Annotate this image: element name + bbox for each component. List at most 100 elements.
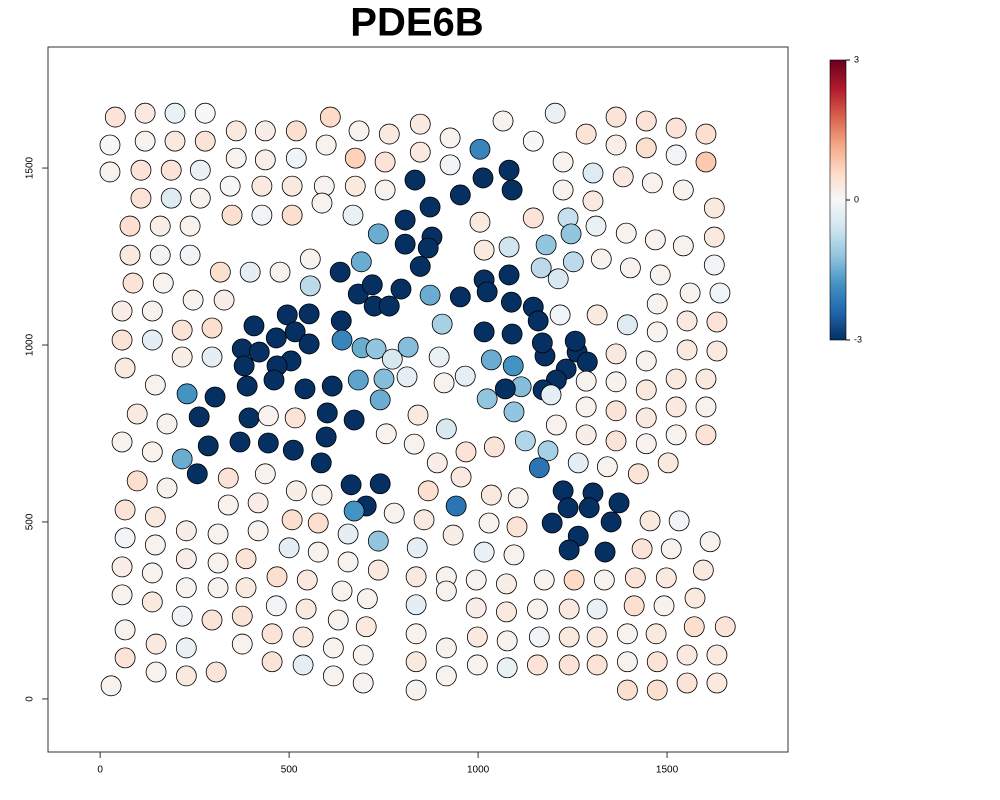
spot xyxy=(281,509,303,531)
spot xyxy=(164,130,186,152)
spot xyxy=(635,407,657,429)
spot xyxy=(679,282,701,304)
spot xyxy=(295,598,317,620)
spot xyxy=(417,480,439,502)
spot xyxy=(278,537,300,559)
spot xyxy=(111,556,133,578)
spot xyxy=(405,566,427,588)
spot xyxy=(676,310,698,332)
spot xyxy=(426,452,448,474)
spot xyxy=(175,665,197,687)
spot xyxy=(627,463,649,485)
spot xyxy=(527,310,549,332)
spot xyxy=(676,644,698,666)
spot xyxy=(122,272,144,294)
spot xyxy=(261,651,283,673)
spot xyxy=(344,175,366,197)
spot xyxy=(624,567,646,589)
spot xyxy=(219,175,241,197)
spot xyxy=(254,149,276,171)
spot xyxy=(558,626,580,648)
spot xyxy=(558,539,580,561)
y-tick-label: 1000 xyxy=(25,333,36,356)
spot xyxy=(285,147,307,169)
spot xyxy=(533,569,555,591)
spot xyxy=(347,369,369,391)
spot xyxy=(343,409,365,431)
spot xyxy=(706,644,728,666)
spot xyxy=(646,321,668,343)
spot xyxy=(473,321,495,343)
spot xyxy=(547,268,569,290)
colorbar xyxy=(829,59,847,341)
spot xyxy=(243,315,265,337)
spot xyxy=(405,651,427,673)
spot xyxy=(445,495,467,517)
spot xyxy=(560,223,582,245)
spot xyxy=(503,544,525,566)
spot xyxy=(476,388,498,410)
spot xyxy=(276,304,298,326)
spot xyxy=(225,120,247,142)
spot xyxy=(502,355,524,377)
spot xyxy=(405,594,427,616)
spot xyxy=(197,435,219,457)
spot xyxy=(545,414,567,436)
spot xyxy=(403,433,425,455)
spot xyxy=(615,222,637,244)
spot xyxy=(350,251,372,273)
spot xyxy=(126,403,148,425)
spot xyxy=(594,541,616,563)
spot xyxy=(201,609,223,631)
spot xyxy=(217,494,239,516)
spot xyxy=(552,179,574,201)
spot xyxy=(676,672,698,694)
spot xyxy=(703,226,725,248)
spot xyxy=(695,123,717,145)
spot xyxy=(205,661,227,683)
spot xyxy=(292,654,314,676)
spot xyxy=(213,289,235,311)
spot xyxy=(194,102,216,124)
spot xyxy=(465,597,487,619)
spot xyxy=(119,215,141,237)
spot xyxy=(541,512,563,534)
spot xyxy=(292,626,314,648)
spot xyxy=(179,215,201,237)
spot xyxy=(706,340,728,362)
spot xyxy=(352,672,374,694)
spot xyxy=(655,567,677,589)
spot xyxy=(261,623,283,645)
spot xyxy=(635,137,657,159)
spot xyxy=(257,432,279,454)
spot xyxy=(201,317,223,339)
spot xyxy=(171,319,193,341)
spot xyxy=(612,166,634,188)
spot xyxy=(299,248,321,270)
colorbar-tick-label: 3 xyxy=(854,54,859,64)
spot xyxy=(714,616,736,638)
spot xyxy=(299,275,321,297)
spot xyxy=(558,654,580,676)
spot xyxy=(383,502,405,524)
spot xyxy=(564,330,586,352)
spot xyxy=(405,623,427,645)
spot xyxy=(455,441,477,463)
spot xyxy=(374,179,396,201)
spot xyxy=(709,282,731,304)
spot xyxy=(269,261,291,283)
spot xyxy=(152,272,174,294)
spot xyxy=(296,569,318,591)
spot xyxy=(454,365,476,387)
spot xyxy=(665,396,687,418)
spot xyxy=(337,523,359,545)
spot xyxy=(134,102,156,124)
spot xyxy=(126,470,148,492)
spot xyxy=(586,654,608,676)
spot xyxy=(409,256,431,277)
spot xyxy=(575,123,597,145)
y-tick-label: 500 xyxy=(25,513,36,530)
spot xyxy=(540,384,562,406)
spot xyxy=(699,531,721,553)
